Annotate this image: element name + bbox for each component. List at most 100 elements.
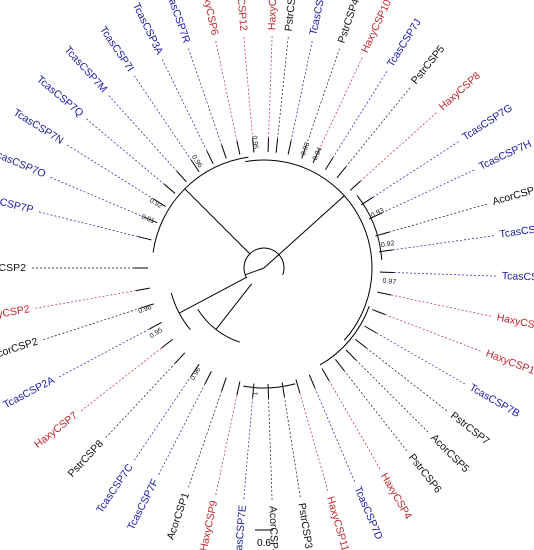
leaf-label: TcasCSP7K	[499, 221, 534, 241]
leaf-connector	[355, 359, 430, 434]
leaf-label: TcasCSP7H	[477, 138, 533, 173]
leaf-connector	[332, 69, 389, 158]
support-value: 0.95	[250, 135, 258, 149]
support-value: 0.95	[149, 327, 164, 340]
leaf-label: TcasCSP7F	[125, 477, 161, 532]
leaf-branch	[325, 157, 334, 170]
leaf-connector	[215, 395, 238, 497]
leaf-label: TcasCSP7D	[352, 485, 385, 542]
leaf-label: AcorCSP5	[428, 432, 471, 475]
leaf-label: HaxyCSP6	[198, 0, 220, 37]
leaf-label: HaxyCSP5	[266, 0, 280, 30]
leaf-connector	[392, 235, 496, 251]
leaf-branch	[355, 339, 367, 349]
leaf-label: TcasCSP7M	[62, 44, 110, 95]
leaf-connector	[393, 272, 498, 277]
leaf-label: PstrCSP2	[0, 262, 26, 274]
support-value: 0.93	[370, 207, 385, 219]
support-value: 0.91	[140, 214, 155, 226]
scale-bar-label: 0.6	[257, 538, 271, 549]
leaf-connector	[48, 176, 145, 218]
leaf-branch	[361, 196, 374, 206]
internal-branch	[179, 276, 247, 314]
leaf-branch	[190, 159, 200, 173]
leaf-branch	[221, 144, 227, 159]
leaf-branch	[281, 382, 285, 397]
leaf-label: TcasCSP7C	[94, 461, 136, 515]
support-value: 0.96	[137, 304, 152, 315]
leaf-connectors	[30, 34, 498, 502]
leaf-label: PstrCSP8	[66, 438, 106, 480]
tree-branches	[134, 138, 394, 398]
leaf-label: AcorCSP3	[491, 183, 534, 208]
leaf-branch	[308, 374, 316, 388]
leaf-branch	[236, 381, 241, 396]
leaf-connector	[187, 46, 223, 146]
leaf-connector	[299, 392, 329, 494]
leaf-connector	[366, 347, 449, 413]
leaf-branch	[252, 383, 255, 398]
leaf-branch	[301, 144, 307, 159]
leaf-label: AcorCSP1	[165, 491, 192, 541]
leaf-label: TcasCSP7R	[163, 0, 193, 45]
leaf-branch	[174, 352, 186, 364]
leaf-label: TcasCSP7O	[0, 147, 47, 180]
internal-branch-arc	[319, 306, 370, 366]
leaf-connector	[107, 93, 178, 172]
leaf-connector	[33, 290, 137, 309]
leaf-branch	[137, 236, 152, 241]
leaf-branch	[287, 140, 292, 155]
leaf-connector	[104, 362, 176, 440]
leaf-label: TcasCSP7P	[0, 191, 35, 216]
leaf-connector	[376, 332, 467, 386]
leaf-connector	[243, 397, 254, 502]
leaf-connector	[84, 117, 165, 185]
leaf-connector	[36, 211, 138, 237]
internal-branch-arc	[245, 159, 373, 341]
leaf-connector	[268, 34, 273, 139]
leaf-connector	[305, 46, 341, 146]
leaf-label: PstrCSP3	[296, 502, 315, 550]
leaf-connector	[157, 383, 206, 477]
leaf-branch	[153, 198, 166, 207]
root-branch	[263, 195, 345, 269]
support-value: 0.94	[312, 146, 324, 161]
leaf-connector	[57, 328, 150, 379]
leaf-connector	[41, 307, 141, 341]
leaf-label: PstrCSP6	[406, 452, 444, 496]
leaf-label: PstrCSP4	[336, 0, 362, 45]
leaf-connector	[388, 203, 490, 233]
leaf-branch	[372, 309, 386, 316]
leaf-connector	[360, 111, 439, 182]
leaf-branch	[349, 180, 361, 191]
leaf-label: HaxyCSP10	[359, 0, 394, 55]
leaf-branch	[321, 368, 330, 381]
leaf-connector	[283, 396, 301, 500]
scale-bar: 0.6	[255, 529, 273, 549]
leaf-label: AcorCSP2	[0, 336, 40, 363]
internal-branch-arc	[356, 195, 383, 260]
leaf-branch	[336, 166, 347, 179]
leaf-label: AcorCSP4	[267, 506, 281, 550]
leaf-label: TcasCSP7G	[460, 102, 514, 143]
leaf-connector	[277, 35, 289, 139]
leaf-branch	[368, 212, 383, 220]
leaf-label: HaxyCSP9	[198, 499, 220, 550]
leaf-branch	[140, 303, 154, 309]
leaf-branch	[190, 363, 200, 377]
leaf-branch	[295, 379, 301, 394]
leaf-label: HaxyCSP11	[324, 495, 351, 550]
leaf-connector	[268, 397, 273, 502]
leaf-label: TcasCSP7J	[385, 17, 424, 69]
leaf-branch	[236, 140, 241, 155]
leaf-label: HaxyCSP1	[484, 347, 534, 377]
internal-branch	[215, 283, 253, 330]
leaf-connector	[343, 370, 409, 453]
leaf-branch	[377, 291, 392, 296]
leaf-connector	[385, 314, 483, 353]
support-value: 0.92	[148, 197, 163, 210]
leaf-label: HaxyCSP12	[233, 0, 250, 32]
leaf-connector	[345, 85, 412, 168]
